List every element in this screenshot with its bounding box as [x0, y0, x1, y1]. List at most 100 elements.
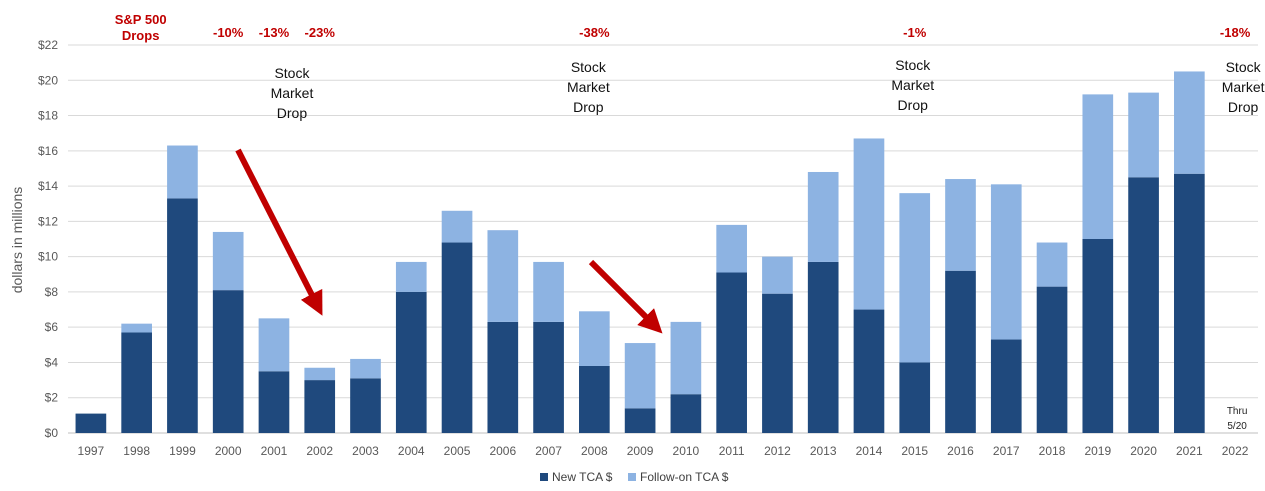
- bar-new-tca: [121, 332, 152, 433]
- x-tick-label: 2004: [398, 444, 425, 458]
- bar-new-tca: [1128, 177, 1159, 433]
- bar-follow-on-tca: [762, 256, 793, 294]
- bar-follow-on-tca: [533, 261, 564, 322]
- x-tick-label: 1997: [78, 444, 105, 458]
- legend-label-new-tca: New TCA $: [552, 470, 613, 484]
- x-tick-label: 2011: [719, 444, 745, 458]
- sp500-drop-label: -23%: [305, 25, 336, 40]
- bar-follow-on-tca: [350, 358, 381, 379]
- x-tick-label: 2007: [535, 444, 562, 458]
- bar-new-tca: [304, 380, 336, 433]
- stock-market-drop-label: Stock: [1226, 59, 1262, 75]
- y-axis-label: dollars in millions: [9, 187, 25, 294]
- bar-follow-on-tca: [258, 318, 290, 372]
- bar-follow-on-tca: [579, 311, 610, 366]
- stock-market-drop-label: Market: [1222, 79, 1265, 95]
- x-tick-label: 2022: [1222, 444, 1249, 458]
- stock-market-drop-label: Drop: [898, 97, 929, 113]
- x-tick-label: 2019: [1084, 444, 1111, 458]
- bar-follow-on-tca: [716, 224, 747, 273]
- sp500-drop-label: -18%: [1220, 25, 1251, 40]
- x-tick-label: 2003: [352, 444, 379, 458]
- thru-date-note: Thru: [1227, 406, 1248, 417]
- bar-new-tca: [762, 293, 793, 433]
- bar-new-tca: [990, 339, 1022, 433]
- stock-market-drop-label: Drop: [573, 99, 604, 115]
- y-tick-label: $8: [45, 285, 59, 299]
- sp500-drop-label: -13%: [259, 25, 290, 40]
- x-tick-label: 2017: [993, 444, 1020, 458]
- y-tick-label: $20: [38, 73, 58, 87]
- y-axis-ticks: $0 $2 $4 $6 $8 $10 $12 $14 $16 $18 $20 $22: [38, 38, 58, 440]
- stock-market-drop-label: Market: [891, 77, 934, 93]
- bar-follow-on-tca: [1174, 71, 1205, 174]
- y-tick-label: $14: [38, 179, 58, 193]
- bar-new-tca: [624, 408, 656, 433]
- bar-follow-on-tca: [1128, 92, 1159, 178]
- y-tick-label: $2: [45, 391, 59, 405]
- x-tick-label: 2014: [856, 444, 883, 458]
- x-axis-ticks: 1997 1998 1999 2000 2001 2002 2003 2004 2005 2006…: [78, 444, 1249, 458]
- bar-new-tca: [853, 309, 885, 433]
- stock-market-drop-label: Drop: [1228, 99, 1259, 115]
- bar-new-tca: [487, 321, 519, 433]
- y-tick-label: $12: [38, 214, 58, 228]
- bar-follow-on-tca: [624, 343, 656, 409]
- bar-new-tca: [1036, 286, 1068, 433]
- y-tick-label: $18: [38, 109, 58, 123]
- y-tick-label: $6: [45, 320, 59, 334]
- thru-date-note: 5/20: [1227, 421, 1247, 432]
- x-tick-label: 2001: [261, 444, 288, 458]
- bar-new-tca: [441, 242, 473, 433]
- bar-follow-on-tca: [899, 193, 931, 363]
- x-tick-label: 2015: [901, 444, 928, 458]
- x-tick-label: 2008: [581, 444, 608, 458]
- sp500-drops-header: Drops: [122, 28, 160, 43]
- bar-follow-on-tca: [670, 321, 702, 395]
- legend-label-follow-on-tca: Follow-on TCA $: [640, 470, 729, 484]
- drop-arrow-2008: [588, 259, 663, 334]
- x-tick-label: 2020: [1130, 444, 1157, 458]
- bar-follow-on-tca: [121, 323, 152, 333]
- sp500-drops-header: S&P 500: [115, 12, 167, 27]
- bar-follow-on-tca: [212, 231, 244, 291]
- legend: New TCA $ Follow-on TCA $: [540, 470, 729, 484]
- bar-follow-on-tca: [1082, 94, 1114, 239]
- y-tick-label: $16: [38, 144, 58, 158]
- stock-market-drop-label: Stock: [274, 65, 310, 81]
- bars: [75, 71, 1205, 433]
- bar-follow-on-tca: [441, 210, 473, 243]
- x-tick-label: 1999: [169, 444, 196, 458]
- x-tick-label: 2002: [306, 444, 333, 458]
- bar-new-tca: [1082, 239, 1114, 433]
- stock-market-drop-label: Drop: [277, 105, 308, 121]
- bar-new-tca: [75, 413, 107, 433]
- bar-new-tca: [258, 371, 290, 433]
- bar-new-tca: [350, 378, 381, 433]
- stock-market-drop-label: Market: [567, 79, 610, 95]
- x-tick-label: 2000: [215, 444, 242, 458]
- bar-new-tca: [212, 290, 244, 433]
- bar-new-tca: [670, 394, 702, 433]
- sp500-drop-label: -38%: [579, 25, 610, 40]
- y-tick-label: $4: [45, 355, 59, 369]
- bar-follow-on-tca: [304, 367, 336, 381]
- bar-new-tca: [167, 198, 198, 433]
- stock-market-drop-label: Market: [271, 85, 314, 101]
- sp500-drop-label: -10%: [213, 25, 244, 40]
- x-tick-label: 1998: [123, 444, 150, 458]
- x-tick-label: 2013: [810, 444, 837, 458]
- bar-new-tca: [579, 365, 610, 433]
- x-tick-label: 2012: [764, 444, 791, 458]
- y-tick-label: $10: [38, 250, 58, 264]
- bar-follow-on-tca: [990, 184, 1022, 340]
- bar-new-tca: [395, 291, 427, 433]
- bar-follow-on-tca: [395, 261, 427, 292]
- sp500-drop-label: -1%: [903, 25, 927, 40]
- y-tick-label: $0: [45, 426, 59, 440]
- stock-market-drop-label: Stock: [571, 59, 607, 75]
- drop-arrow-2000s: [235, 148, 323, 316]
- bar-follow-on-tca: [807, 171, 839, 262]
